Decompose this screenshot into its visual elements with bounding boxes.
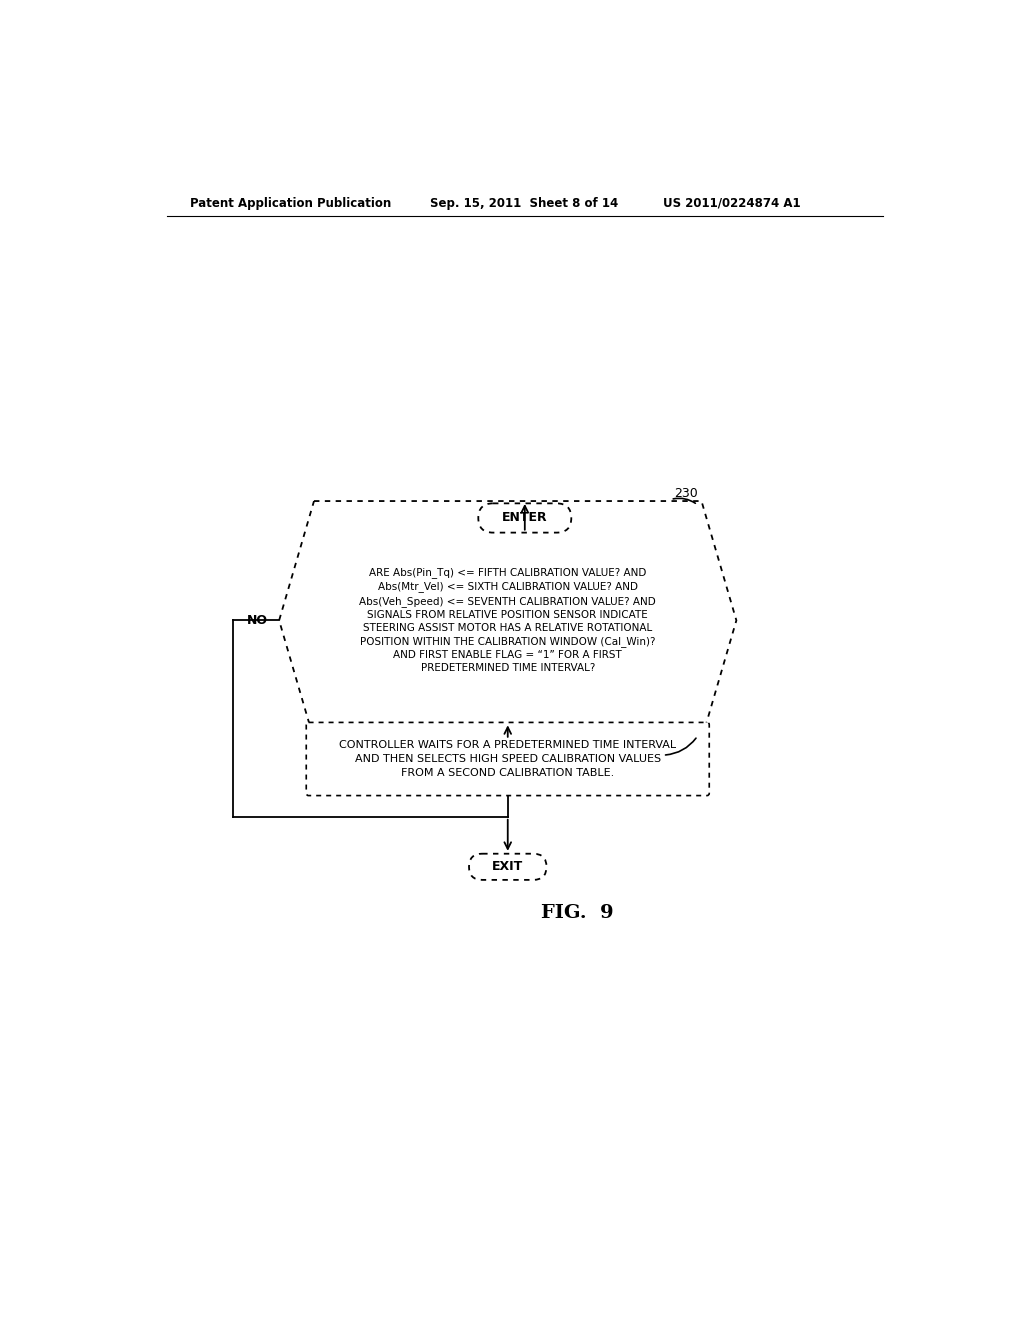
Text: ARE Abs(Pin_Tq) <= FIFTH CALIBRATION VALUE? AND
Abs(Mtr_Vel) <= SIXTH CALIBRATIO: ARE Abs(Pin_Tq) <= FIFTH CALIBRATION VAL… <box>359 568 656 673</box>
Text: Sep. 15, 2011  Sheet 8 of 14: Sep. 15, 2011 Sheet 8 of 14 <box>430 197 618 210</box>
Text: NO: NO <box>247 614 267 627</box>
Text: 230: 230 <box>675 487 698 500</box>
Text: Patent Application Publication: Patent Application Publication <box>190 197 391 210</box>
Text: FIG.  9: FIG. 9 <box>542 904 613 921</box>
Text: EXIT: EXIT <box>493 861 523 874</box>
FancyBboxPatch shape <box>478 503 571 533</box>
Text: 232: 232 <box>667 752 690 766</box>
FancyBboxPatch shape <box>469 854 547 880</box>
Text: US 2011/0224874 A1: US 2011/0224874 A1 <box>663 197 801 210</box>
Text: ENTER: ENTER <box>502 511 548 524</box>
Text: CONTROLLER WAITS FOR A PREDETERMINED TIME INTERVAL
AND THEN SELECTS HIGH SPEED C: CONTROLLER WAITS FOR A PREDETERMINED TIM… <box>339 741 676 777</box>
FancyBboxPatch shape <box>306 722 710 796</box>
Polygon shape <box>280 502 736 739</box>
Text: YES: YES <box>502 756 528 770</box>
